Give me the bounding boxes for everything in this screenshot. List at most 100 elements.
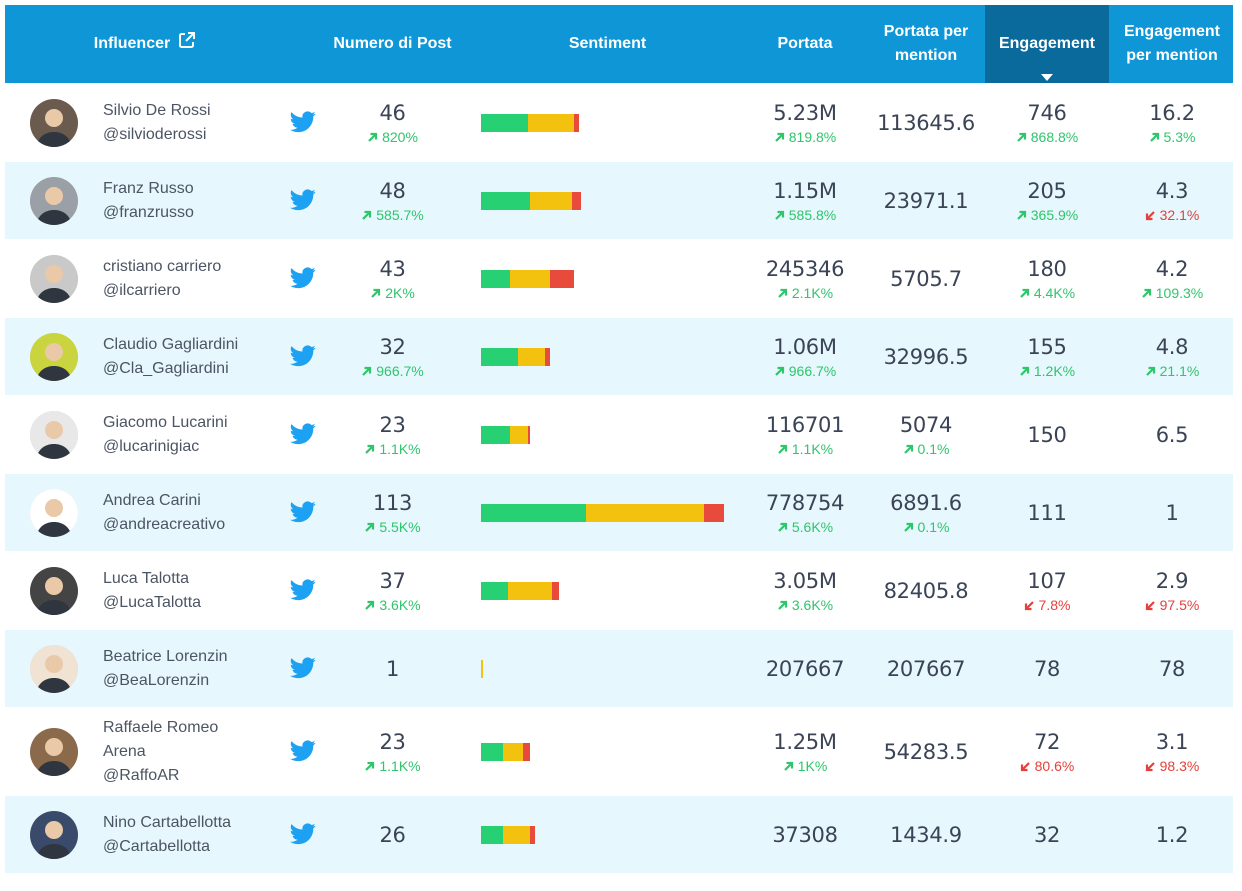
table-row[interactable]: Claudio Gagliardini @Cla_Gagliardini 32 966… [5,317,1233,395]
sentiment-bar[interactable] [481,659,483,678]
posts-value: 46 [379,101,406,125]
sentiment-bar[interactable] [481,825,535,844]
sentiment-bar[interactable] [481,191,582,210]
column-sentiment[interactable]: Sentiment [568,35,647,52]
table-row[interactable]: Silvio De Rossi @silvioderossi 46 820% 5.23M… [5,83,1233,161]
sentiment-bar[interactable] [481,742,530,761]
influencer-cell[interactable]: Raffaele Romeo Arena @RaffoAR [103,708,263,795]
influencer-name[interactable]: Beatrice Lorenzin [103,647,228,665]
reach-delta: 2.1K% [777,284,833,302]
posts-cell: 37 3.6K% [325,552,460,629]
column-engagement-per-mention[interactable]: Engagement per mention [1123,23,1220,64]
table-row[interactable]: Raffaele Romeo Arena @RaffoAR 23 1.1K% 1.25M… [5,707,1233,795]
influencer-handle[interactable]: @lucarinigiac [103,437,200,455]
reach-value: 116701 [765,413,845,437]
influencer-handle[interactable]: @RaffoAR [103,766,180,784]
sentiment-bar[interactable] [481,581,560,600]
reach-delta: 585.8% [774,206,836,224]
external-link-icon[interactable] [178,31,196,57]
table-row[interactable]: Giacomo Lucarini @lucarinigiac 23 1.1K% 1167… [5,395,1233,473]
influencer-handle[interactable]: @andreacreativo [103,515,226,533]
posts-delta: 1.1K% [364,757,421,775]
avatar[interactable] [30,644,78,693]
table-row[interactable]: Beatrice Lorenzin @BeaLorenzin 1 207667 2076… [5,629,1233,707]
sentiment-positive-segment [481,825,504,844]
table-row[interactable]: Luca Talotta @LucaTalotta 37 3.6K% 3.05M 3.6K… [5,551,1233,629]
influencer-handle[interactable]: @Cla_Gagliardini [103,359,229,377]
sentiment-bar[interactable] [481,425,530,444]
influencer-cell[interactable]: Andrea Carini @andreacreativo [103,474,263,551]
avatar[interactable] [30,810,78,859]
epm-value: 4.2 [1155,257,1189,281]
column-engagement[interactable]: Engagement [985,5,1109,83]
influencer-handle[interactable]: @ilcarriero [103,281,181,299]
eng-delta: 7.8% [1024,596,1070,614]
column-influencer-label: Influencer [93,35,171,52]
column-influencer[interactable]: Influencer [65,5,225,83]
influencer-cell[interactable]: Beatrice Lorenzin @BeaLorenzin [103,630,263,707]
reach-delta-text: 966.7% [788,363,837,379]
avatar[interactable] [30,566,78,615]
rpm-cell: 23971.1 [867,162,985,239]
influencer-cell[interactable]: cristiano carriero @ilcarriero [103,240,263,317]
twitter-icon [290,578,316,605]
influencer-handle[interactable]: @LucaTalotta [103,593,202,611]
sentiment-bar[interactable] [481,347,550,366]
eng-value: 32 [1033,822,1061,847]
avatar[interactable] [30,410,78,459]
sentiment-neutral-segment [510,425,528,444]
rpm-value: 207667 [886,656,966,681]
influencer-name[interactable]: Franz Russo [103,179,194,197]
column-reach-per-mention[interactable]: Portata per mention [883,23,969,64]
arrow-up-right-icon [777,600,792,611]
reach-value: 5.23M [773,101,837,125]
table-row[interactable]: Nino Cartabellotta @Cartabellotta 26 37308 1… [5,795,1233,873]
epm-delta-text: 109.3% [1155,285,1204,301]
influencer-name[interactable]: Luca Talotta [103,569,189,587]
influencer-handle[interactable]: @BeaLorenzin [103,671,210,689]
influencer-cell[interactable]: Claudio Gagliardini @Cla_Gagliardini [103,318,263,395]
influencer-cell[interactable]: Franz Russo @franzrusso [103,162,263,239]
influencer-handle[interactable]: @silvioderossi [103,125,207,143]
avatar[interactable] [30,332,78,381]
influencer-name[interactable]: Nino Cartabellotta [103,813,232,831]
table-row[interactable]: Andrea Carini @andreacreativo 113 5.5K% 7787… [5,473,1233,551]
column-reach[interactable]: Portata [777,35,833,52]
influencer-name[interactable]: Giacomo Lucarini [103,413,228,431]
sentiment-bar[interactable] [481,113,579,132]
influencer-name[interactable]: Silvio De Rossi [103,101,211,119]
avatar[interactable] [30,254,78,303]
rpm-cell: 5705.7 [867,240,985,317]
influencer-cell[interactable]: Luca Talotta @LucaTalotta [103,552,263,629]
influencer-cell[interactable]: Giacomo Lucarini @lucarinigiac [103,396,263,473]
arrow-down-left-icon [1024,600,1039,611]
influencer-name[interactable]: cristiano carriero [103,257,222,275]
sentiment-bar[interactable] [481,269,575,288]
influencer-name[interactable]: Raffaele Romeo Arena [103,718,219,760]
influencer-handle[interactable]: @Cartabellotta [103,837,210,855]
influencer-name[interactable]: Claudio Gagliardini [103,335,239,353]
avatar[interactable] [30,98,78,147]
influencer-cell[interactable]: Silvio De Rossi @silvioderossi [103,84,263,161]
posts-delta-text: 820% [382,129,418,145]
table-row[interactable]: Franz Russo @franzrusso 48 585.7% 1.15M 585.8… [5,161,1233,239]
influencer-name[interactable]: Andrea Carini [103,491,201,509]
avatar[interactable] [30,176,78,225]
reach-value: 1.15M [773,179,837,203]
influencer-cell[interactable]: Nino Cartabellotta @Cartabellotta [103,796,263,873]
table-row[interactable]: cristiano carriero @ilcarriero 43 2K% 245346… [5,239,1233,317]
eng-value: 78 [1033,656,1061,681]
avatar[interactable] [30,488,78,537]
eng-value: 107 [1027,569,1067,593]
epm-value: 16.2 [1149,101,1195,125]
avatar[interactable] [30,727,78,776]
sentiment-positive-segment [481,742,504,761]
sentiment-bar[interactable] [481,503,724,522]
influencer-handle[interactable]: @franzrusso [103,203,194,221]
epm-cell: 1 [1111,474,1233,551]
column-posts[interactable]: Numero di Post [333,35,452,52]
arrow-up-right-icon [1149,132,1164,143]
eng-delta: 80.6% [1020,757,1074,775]
sentiment-positive-segment [481,347,518,366]
posts-value: 23 [379,413,406,437]
